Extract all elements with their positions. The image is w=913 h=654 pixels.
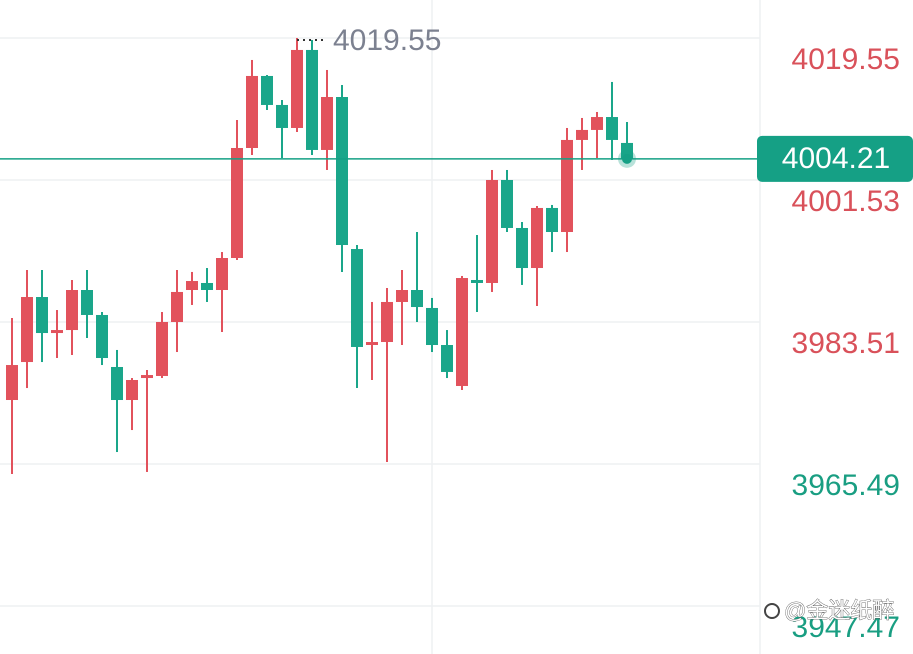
candle-body [141, 375, 153, 379]
watermark-icon [764, 603, 780, 619]
candle-body [501, 179, 513, 228]
candle-body [36, 297, 48, 334]
candle-body [21, 297, 33, 363]
candle-body [306, 49, 318, 150]
y-tick-label: 4001.53 [792, 185, 900, 218]
candle-body [561, 139, 573, 233]
candle-body [366, 342, 378, 346]
candle-body [576, 129, 588, 140]
candle-body [156, 321, 168, 376]
candle-body [321, 97, 333, 150]
last-price-dot [622, 153, 632, 164]
last-price-badge [757, 135, 913, 182]
candle-body [231, 147, 243, 259]
candle-body [201, 282, 213, 291]
candle-body [291, 49, 303, 128]
candle-body [486, 179, 498, 283]
candle-body [351, 249, 363, 347]
candle-body [396, 290, 408, 302]
candle-body [471, 279, 483, 283]
candle-body [531, 207, 543, 269]
candle-body [426, 307, 438, 346]
candle-body [546, 207, 558, 233]
candle-body [111, 366, 123, 401]
y-tick-label: 3965.49 [792, 469, 900, 502]
candle-body [441, 345, 453, 372]
y-tick-label: 3983.51 [792, 327, 900, 360]
candle-body [66, 290, 78, 331]
candle-body [171, 291, 183, 322]
candle-body [126, 379, 138, 401]
candle-body [606, 117, 618, 140]
candle-body [336, 97, 348, 246]
last-price-label: 4004.21 [782, 142, 890, 175]
candle-body [276, 104, 288, 128]
candle-body [261, 75, 273, 105]
candle-body [6, 365, 18, 401]
candle-body [516, 227, 528, 269]
watermark: @金迷纸醉 [784, 598, 894, 623]
candle-body [186, 281, 198, 291]
max-label: 4019.55 [333, 24, 441, 57]
candle-body [411, 290, 423, 308]
y-tick-label: 4019.55 [792, 43, 900, 76]
y-tick-label: 3947.47 [792, 611, 900, 644]
candle-body [246, 75, 258, 148]
candle-body [96, 314, 108, 359]
candle-body [591, 117, 603, 130]
candle-body [216, 258, 228, 291]
candle-body [381, 301, 393, 343]
candle-body [81, 290, 93, 315]
candle-body [51, 330, 63, 334]
candle-body [456, 278, 468, 386]
